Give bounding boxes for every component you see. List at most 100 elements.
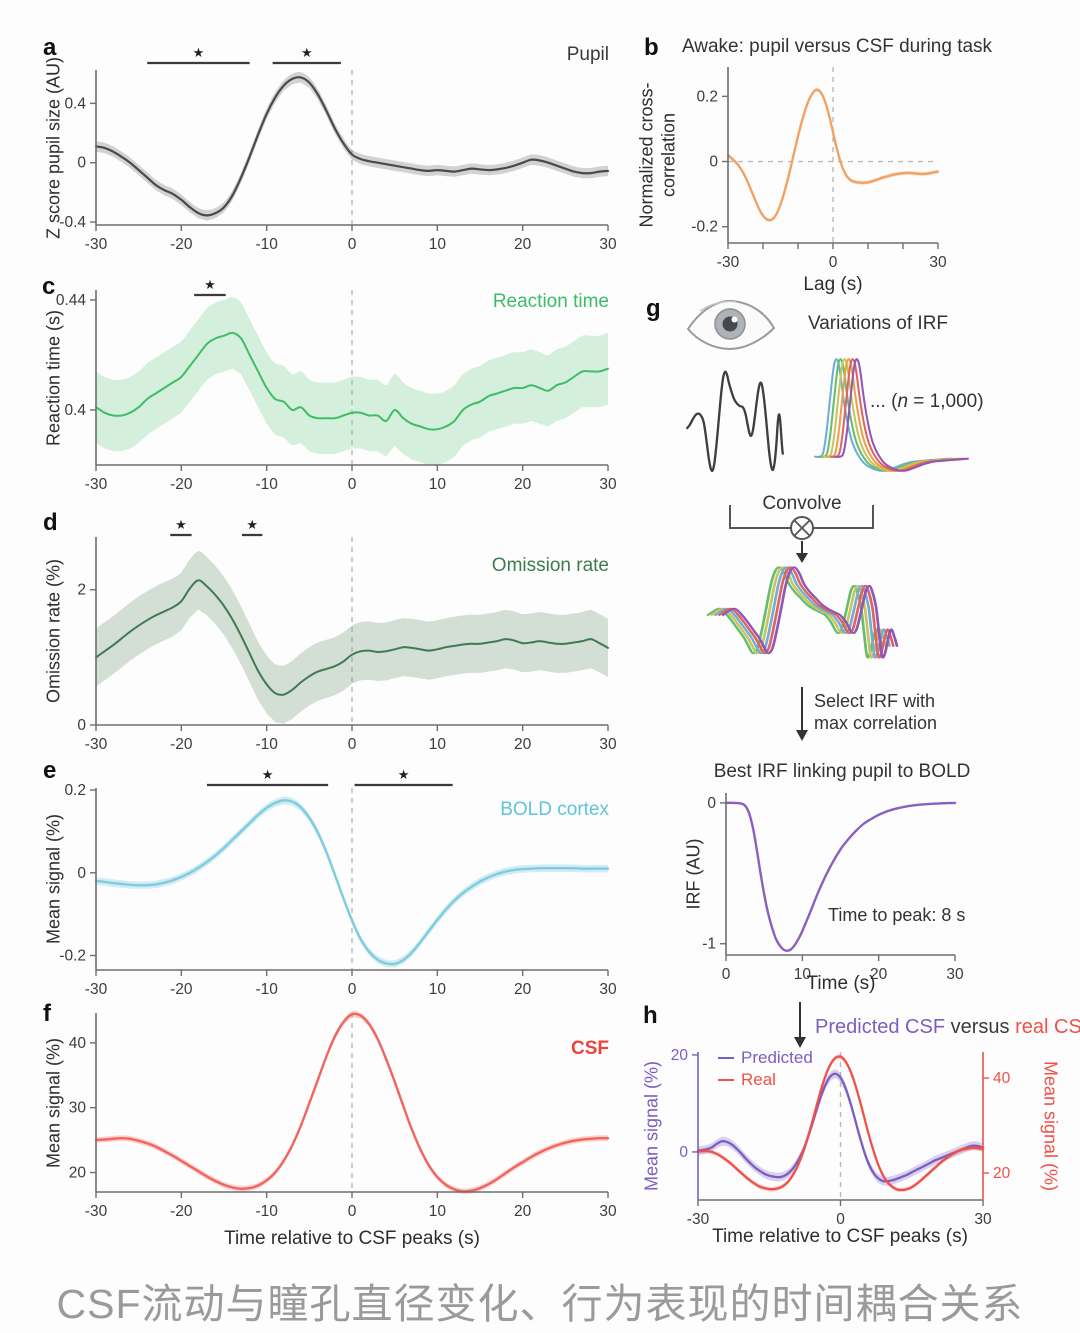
panel-c: -30 -20 -10 0 10 20 30 0.44 0.4 ★ c Reaction time…	[40, 275, 625, 505]
legend-reaction-time: Reaction time	[492, 291, 609, 312]
svg-text:0: 0	[722, 966, 731, 983]
panel-letter-b: b	[644, 34, 659, 61]
svg-text:20: 20	[514, 736, 532, 753]
panel-letter-h: h	[643, 1002, 658, 1029]
ylabel-cross-correlation: Normalized cross-correlation	[636, 82, 678, 228]
svg-text:0: 0	[348, 736, 357, 753]
eye-icon	[686, 299, 776, 351]
svg-text:★: ★	[193, 45, 205, 60]
svg-text:★: ★	[301, 45, 313, 60]
svg-text:0: 0	[348, 476, 357, 493]
svg-text:0.44: 0.44	[56, 292, 87, 309]
panel-letter-e: e	[43, 757, 57, 784]
svg-text:-10: -10	[255, 736, 278, 753]
legend-csf: CSF	[571, 1038, 609, 1059]
predicted-vs-real-csf-chart: -30 0 30 20 0 40 20	[671, 1047, 1011, 1228]
panel-letter-c: c	[42, 273, 56, 300]
panel-f: -30 -20 -10 0 10 20 30 40 30 20 f CSF Mean signal…	[40, 1000, 625, 1260]
convolve-label: Convolve	[762, 493, 842, 514]
svg-text:-30: -30	[85, 981, 108, 998]
svg-text:0.4: 0.4	[64, 402, 86, 419]
svg-text:★: ★	[246, 517, 258, 532]
ylabel-mean-signal-right: Mean signal (%)	[1040, 1060, 1061, 1192]
panel-g: 0 10 20 30 0 -1 g Variations of IRF	[630, 295, 1080, 1000]
xlabel-lag: Lag (s)	[803, 274, 863, 295]
ylabel-mean-signal-f: Mean signal (%)	[43, 1037, 64, 1169]
svg-text:-20: -20	[170, 736, 193, 753]
convolved-traces-sketch	[706, 566, 899, 659]
svg-text:20: 20	[514, 1203, 532, 1220]
legend-real-label: Real	[741, 1070, 776, 1089]
svg-text:-30: -30	[717, 254, 740, 271]
svg-text:40: 40	[993, 1070, 1011, 1087]
svg-text:30: 30	[946, 966, 964, 983]
panel-h: -30 0 30 20 0 40 20 h Predicted CSF versus rea…	[630, 1000, 1080, 1260]
legend-pupil: Pupil	[566, 44, 609, 65]
panel-b-title: Awake: pupil versus CSF during task	[681, 36, 993, 57]
svg-text:10: 10	[429, 1203, 447, 1220]
legend-bold-cortex: BOLD cortex	[500, 799, 609, 820]
svg-text:0.2: 0.2	[64, 782, 86, 799]
svg-text:-30: -30	[687, 1211, 710, 1228]
svg-text:0: 0	[77, 717, 86, 734]
arrow-to-h-overlay	[794, 1002, 806, 1048]
select-irf-line2: max correlation	[814, 713, 938, 733]
best-irf-chart: 0 10 20 30 0 -1	[702, 793, 964, 983]
n-1000-label: ... (n = 1,000)	[870, 391, 984, 412]
svg-text:30: 30	[599, 236, 617, 253]
svg-text:0: 0	[679, 1144, 688, 1161]
svg-text:30: 30	[599, 736, 617, 753]
svg-text:0: 0	[829, 254, 838, 271]
time-to-peak-note: Time to peak: 8 s	[828, 905, 966, 925]
legend-predicted-label: Predicted	[741, 1048, 813, 1067]
ylabel-irf-au: IRF (AU)	[683, 838, 704, 910]
best-irf-title: Best IRF linking pupil to BOLD	[713, 761, 971, 782]
svg-text:-10: -10	[255, 981, 278, 998]
legend-omission-rate: Omission rate	[491, 555, 609, 576]
xlabel-time-csf-peaks-f: Time relative to CSF peaks (s)	[224, 1228, 480, 1249]
svg-text:0: 0	[707, 795, 716, 812]
figure-caption: CSF流动与瞳孔直径变化、行为表现的时间耦合关系	[56, 1281, 1024, 1327]
svg-text:0: 0	[836, 1211, 845, 1228]
real-line-swatch	[718, 1078, 734, 1082]
svg-text:-20: -20	[170, 981, 193, 998]
panel-d: -30 -20 -10 0 10 20 30 2 0 ★ ★ d Omission rate Omi…	[40, 505, 625, 755]
svg-text:20: 20	[671, 1047, 689, 1064]
svg-text:-20: -20	[170, 236, 193, 253]
svg-text:★: ★	[398, 767, 410, 782]
svg-text:20: 20	[69, 1165, 87, 1182]
svg-text:20: 20	[514, 981, 532, 998]
svg-text:0.2: 0.2	[696, 88, 718, 105]
svg-text:20: 20	[514, 476, 532, 493]
svg-text:2: 2	[77, 582, 86, 599]
select-irf-line1: Select IRF with	[814, 691, 936, 711]
svg-text:-1: -1	[702, 936, 716, 953]
title-versus: versus	[945, 1016, 1016, 1038]
svg-text:-30: -30	[85, 736, 108, 753]
panel-letter-a: a	[43, 34, 57, 61]
svg-text:10: 10	[429, 736, 447, 753]
panel-e: -30 -20 -10 0 10 20 30 0.2 0 -0.2 ★ ★ e BOLD cortex…	[40, 755, 625, 1000]
xlabel-time-s: Time (s)	[806, 973, 876, 994]
svg-text:-10: -10	[255, 1203, 278, 1220]
svg-text:★: ★	[204, 277, 216, 292]
svg-text:30: 30	[599, 1203, 617, 1220]
svg-text:10: 10	[429, 236, 447, 253]
svg-text:-30: -30	[85, 476, 108, 493]
svg-text:-20: -20	[170, 476, 193, 493]
svg-text:30: 30	[599, 981, 617, 998]
panel-letter-g: g	[646, 295, 661, 322]
svg-text:★: ★	[175, 517, 187, 532]
svg-text:★: ★	[262, 767, 274, 782]
irf-variants-sketch	[813, 358, 969, 472]
svg-text:-0.2: -0.2	[59, 948, 86, 965]
legend-item-real: Real	[718, 1070, 776, 1090]
svg-text:20: 20	[514, 236, 532, 253]
svg-text:0: 0	[348, 1203, 357, 1220]
cross-correlation-chart: -30 0 30 0.2 0 -0.2	[691, 67, 947, 271]
svg-text:40: 40	[69, 1035, 87, 1052]
svg-text:-0.4: -0.4	[59, 214, 86, 231]
arrow-select-irf-icon	[796, 687, 808, 741]
svg-text:0: 0	[709, 154, 718, 171]
